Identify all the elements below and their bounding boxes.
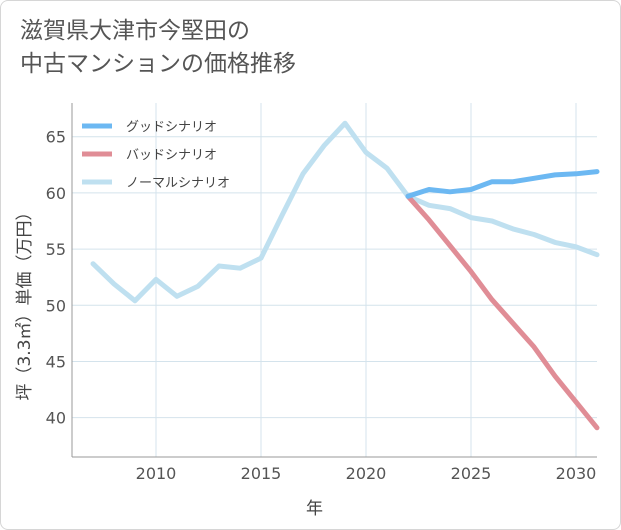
y-tick-label-40: 40 bbox=[46, 409, 66, 428]
y-tick-label-65: 65 bbox=[46, 128, 66, 147]
x-tick-label-2015: 2015 bbox=[241, 464, 282, 483]
title-line-1: 滋賀県大津市今堅田の bbox=[20, 18, 250, 44]
x-tick-label-2030: 2030 bbox=[556, 464, 597, 483]
y-axis-label: 坪（3.3㎡）単価（万円） bbox=[15, 203, 35, 400]
grid bbox=[72, 103, 597, 457]
legend-label-2: ノーマルシナリオ bbox=[126, 176, 230, 191]
x-axis-label: 年 bbox=[306, 499, 323, 519]
y-tick-label-60: 60 bbox=[46, 184, 66, 203]
axes: 2010 2015 2020 2025 2030 40 45 50 55 60 65 年 坪（3.3㎡）… bbox=[15, 103, 597, 519]
series-line-2 bbox=[90, 120, 600, 304]
x-tick-label-2025: 2025 bbox=[451, 464, 492, 483]
legend-label-1: バッドシナリオ bbox=[126, 148, 217, 163]
y-tick-label-50: 50 bbox=[46, 296, 66, 315]
title-line-2: 中古マンションの価格推移 bbox=[20, 51, 296, 77]
x-tick-label-2020: 2020 bbox=[346, 464, 387, 483]
legend-label-0: グッドシナリオ bbox=[126, 120, 217, 135]
series-line-1 bbox=[405, 193, 600, 431]
y-tick-label-55: 55 bbox=[46, 240, 66, 259]
x-tick-label-2010: 2010 bbox=[136, 464, 177, 483]
page-title: 滋賀県大津市今堅田の 中古マンションの価格推移 bbox=[20, 15, 296, 81]
y-tick-label-45: 45 bbox=[46, 352, 66, 371]
series-line-0 bbox=[405, 169, 600, 199]
series-lines bbox=[90, 120, 600, 431]
